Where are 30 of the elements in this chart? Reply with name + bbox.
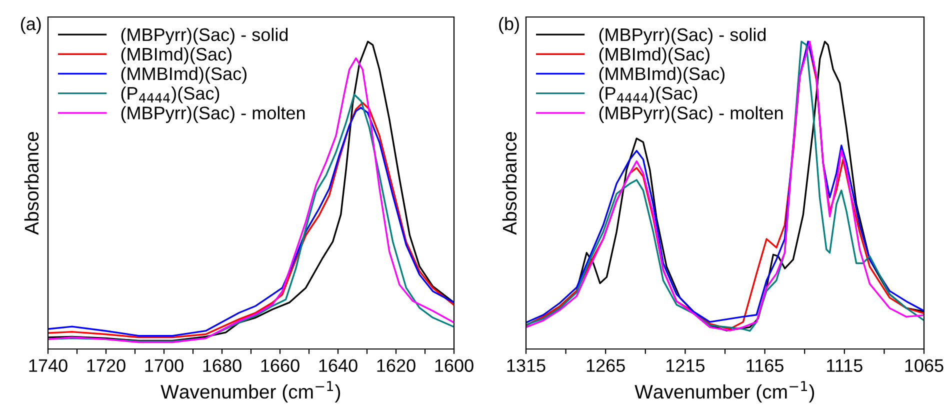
x-tick-label: 1620 xyxy=(377,359,416,372)
legend-label: (MMBImd)(Sac) xyxy=(599,66,724,84)
legend-label: (MBImd)(Sac) xyxy=(599,47,710,64)
legend-label: (P$_{4444}$)(Sac) xyxy=(599,86,698,104)
x-tick-label: 1315 xyxy=(507,359,546,372)
x-tick-label: 1660 xyxy=(261,359,300,372)
x-tick-label: 1680 xyxy=(203,359,242,372)
x-tick-label: 1215 xyxy=(666,359,705,372)
x-tick-label: 1600 xyxy=(435,359,474,372)
x-tick-label: 1740 xyxy=(29,359,68,372)
x-axis-title: Wavenumber (cm$^{−1}$) xyxy=(160,381,340,402)
legend-label: (MBPyrr)(Sac) - solid xyxy=(599,28,766,45)
x-tick-label: 1165 xyxy=(746,359,784,372)
legend-label: (P$_{4444}$)(Sac) xyxy=(121,86,220,104)
x-axis-title: Wavenumber (cm$^{−1}$) xyxy=(634,381,814,402)
x-tick-label: 1700 xyxy=(145,359,184,372)
y-axis-title: Absorbance xyxy=(502,132,517,235)
legend-label: (MMBImd)(Sac) xyxy=(121,66,246,84)
legend-label: (MBPyrr)(Sac) - molten xyxy=(599,106,783,123)
x-tick-label: 1265 xyxy=(586,359,625,372)
legend-label: (MBPyrr)(Sac) - molten xyxy=(121,106,305,123)
y-axis-title: Absorbance xyxy=(24,132,39,235)
x-tick-label: 1065 xyxy=(905,359,944,372)
legend-label: (MBPyrr)(Sac) - solid xyxy=(121,28,288,45)
legend-label: (MBImd)(Sac) xyxy=(121,47,232,64)
x-tick-label: 1640 xyxy=(319,359,358,372)
text: (b) xyxy=(499,17,519,34)
x-tick-label: 1115 xyxy=(827,359,862,372)
text: (a) xyxy=(20,17,41,34)
x-tick-label: 1720 xyxy=(87,359,126,372)
